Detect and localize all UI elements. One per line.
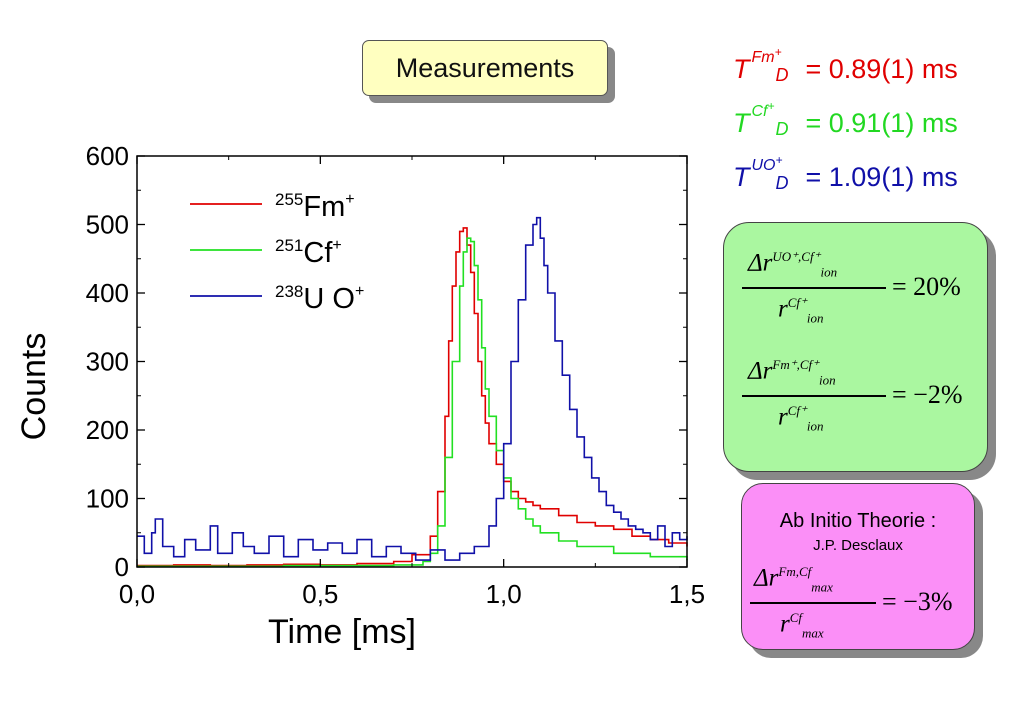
ratio-fraction-fm-cf: ΔrFm⁺,Cf⁺ion rCf⁺ion = −2%: [742, 357, 982, 437]
series-line-2: [137, 216, 688, 561]
theory-author: J.P. Desclaux: [813, 537, 903, 554]
y-tick-label: 200: [86, 415, 129, 445]
time-constant-uo: T UO+ D = 1.09(1) ms: [733, 153, 958, 193]
theory-denominator: rCfmax: [780, 610, 824, 641]
theory-numerator: ΔrFm,Cfmax: [754, 564, 833, 595]
x-tick-label: 1,0: [486, 579, 522, 609]
counts-vs-time-chart: 0 100 200 300 400 500 600 0,0 0,5 1,0 1,5 Time [ms]…: [15, 141, 705, 651]
ratio-uo-cf-value: = 20%: [892, 272, 961, 301]
y-tick-label: 100: [86, 484, 129, 514]
theory-value: = −3%: [882, 587, 953, 616]
ratio-fm-cf-numerator: ΔrFm⁺,Cf⁺ion: [748, 357, 836, 388]
x-tick-label: 1,5: [669, 579, 705, 609]
ratio-fm-cf-value: = −2%: [892, 380, 963, 409]
ab-initio-theory-box: Ab Initio Theorie : J.P. Desclaux ΔrFm,C…: [741, 483, 975, 650]
ionic-radius-ratio-box: ΔrUO⁺,Cf⁺ion rCf⁺ion = 20% ΔrFm⁺,Cf⁺ion …: [723, 222, 988, 472]
x-tick-label: 0,0: [119, 579, 155, 609]
legend-label-2: 238U O+: [275, 282, 364, 315]
y-axis-label: Counts: [15, 333, 53, 441]
series-line-0: [137, 227, 688, 567]
measurements-title-box: Measurements: [362, 40, 608, 96]
y-tick-label: 400: [86, 278, 129, 308]
ratio-uo-cf-numerator: ΔrUO⁺,Cf⁺ion: [748, 249, 838, 280]
ratio-fraction-uo-cf: ΔrUO⁺,Cf⁺ion rCf⁺ion = 20%: [742, 249, 982, 329]
y-tick-label: 600: [86, 141, 129, 171]
x-tick-label: 0,5: [302, 579, 338, 609]
y-tick-label: 0: [115, 552, 129, 582]
theory-fraction: ΔrFm,Cfmax rCfmax = −3%: [750, 564, 974, 644]
ratio-uo-cf-denominator: rCf⁺ion: [778, 295, 824, 326]
time-constant-cf: T Cf+ D = 0.91(1) ms: [733, 99, 958, 139]
time-constant-fm: T Fm+ D = 0.89(1) ms: [733, 45, 958, 85]
x-axis-label: Time [ms]: [268, 613, 416, 651]
ratio-fm-cf-denominator: rCf⁺ion: [778, 403, 824, 434]
legend-label-0: 255Fm+: [275, 190, 355, 223]
measurements-title: Measurements: [395, 52, 575, 83]
theory-title: Ab Initio Theorie :: [779, 510, 937, 532]
plot-frame: [136, 155, 688, 568]
y-tick-label: 300: [86, 347, 129, 377]
legend-label-1: 251Cf+: [275, 236, 342, 269]
y-tick-label: 500: [86, 210, 129, 240]
series-line-1: [137, 237, 688, 568]
